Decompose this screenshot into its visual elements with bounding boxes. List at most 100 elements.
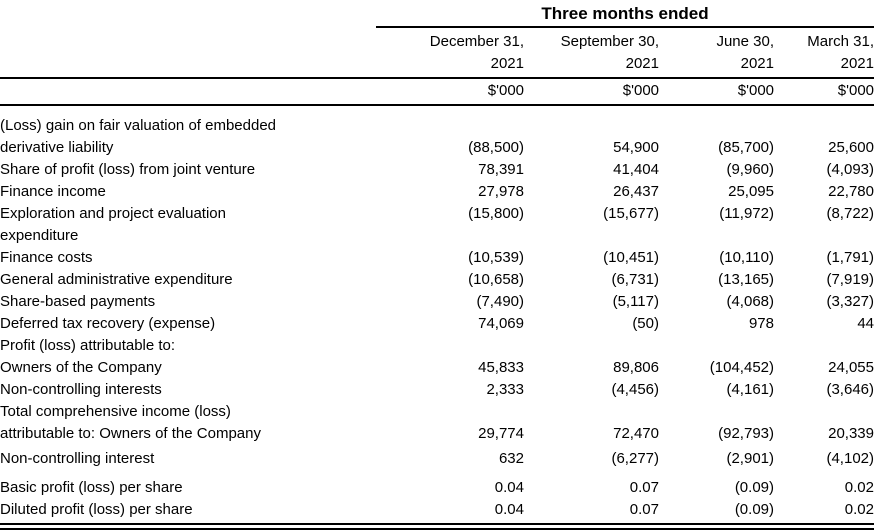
row-value: 2,333 xyxy=(486,381,524,398)
column-header-period: June 30, xyxy=(716,33,774,50)
title-spacer-cell xyxy=(0,0,376,27)
column-header-period: December 31, xyxy=(429,33,524,50)
column-header-period: March 31, xyxy=(807,33,874,50)
column-header-year: 2021 xyxy=(376,52,524,79)
row-value: 0.07 xyxy=(524,499,659,525)
row-value: 74,069 xyxy=(478,315,524,332)
row-value: (4,093) xyxy=(826,161,874,178)
table-row: (Loss) gain on fair valuation of embedde… xyxy=(0,105,874,159)
column-header-year: 2021 xyxy=(774,52,874,79)
row-value: (3,646) xyxy=(826,381,874,398)
column-period-row: December 31, September 30, June 30, Marc… xyxy=(0,27,874,52)
table-row: Basic profit (loss) per share 0.04 0.07 … xyxy=(0,470,874,499)
row-label: Exploration and project evaluation expen… xyxy=(0,205,226,244)
column-year-row: 2021 2021 2021 2021 xyxy=(0,52,874,79)
row-value: (4,068) xyxy=(726,293,774,310)
row-value: (2,901) xyxy=(726,450,774,467)
table-row: Exploration and project evaluation expen… xyxy=(0,203,874,247)
column-header-unit: $'000 xyxy=(524,78,659,106)
row-value: 26,437 xyxy=(613,183,659,200)
row-value: (7,919) xyxy=(826,271,874,288)
table-row: Deferred tax recovery (expense) 74,069 (… xyxy=(0,313,874,335)
table-section-row: Profit (loss) attributable to: xyxy=(0,335,874,357)
table-row: Share of profit (loss) from joint ventur… xyxy=(0,159,874,181)
row-value: (10,451) xyxy=(603,249,659,266)
row-label: Non-controlling interests xyxy=(0,381,162,398)
row-value: (85,700) xyxy=(718,139,774,156)
row-value: (50) xyxy=(632,315,659,332)
row-value: 45,833 xyxy=(478,359,524,376)
row-value: (6,731) xyxy=(611,271,659,288)
row-value: 0.02 xyxy=(774,499,874,525)
row-value: (104,452) xyxy=(709,359,774,376)
row-label: Share of profit (loss) from joint ventur… xyxy=(0,161,256,178)
row-value xyxy=(774,335,874,357)
row-value: (88,500) xyxy=(468,139,524,156)
row-label: Profit (loss) attributable to: xyxy=(0,337,176,354)
row-value: 0.04 xyxy=(376,499,524,525)
column-header-year: 2021 xyxy=(659,52,774,79)
row-value: 41,404 xyxy=(613,161,659,178)
row-value xyxy=(659,335,774,357)
row-value: 978 xyxy=(748,315,774,332)
column-unit-row: $'000 $'000 $'000 $'000 xyxy=(0,78,874,106)
row-value: 89,806 xyxy=(613,359,659,376)
row-value: (1,791) xyxy=(826,249,874,266)
row-value: 54,900 xyxy=(613,139,659,156)
row-value: (3,327) xyxy=(826,293,874,310)
double-rule-bottom-line xyxy=(0,528,874,530)
row-value: 0.07 xyxy=(629,479,659,496)
row-value: 632 xyxy=(498,450,524,467)
row-label: Share-based payments xyxy=(0,293,156,310)
row-value: 27,978 xyxy=(478,183,524,200)
year-spacer-cell xyxy=(0,52,376,79)
row-label: Basic profit (loss) per share xyxy=(0,479,183,496)
row-value: 0.02 xyxy=(844,479,874,496)
row-value: 25,095 xyxy=(728,183,774,200)
table-row: Non-controlling interest 632 (6,277) (2,… xyxy=(0,445,874,470)
table-row: Share-based payments (7,490) (5,117) (4,… xyxy=(0,291,874,313)
row-value: 29,774 xyxy=(478,425,524,442)
row-value: (15,800) xyxy=(468,205,524,222)
row-value xyxy=(376,335,524,357)
row-value: (8,722) xyxy=(826,205,874,222)
row-value: 78,391 xyxy=(478,161,524,178)
table-row: Finance income 27,978 26,437 25,095 22,7… xyxy=(0,181,874,203)
row-value: (13,165) xyxy=(718,271,774,288)
column-header-unit: $'000 xyxy=(659,78,774,106)
row-label: Diluted profit (loss) per share xyxy=(0,499,376,525)
row-value: (4,161) xyxy=(726,381,774,398)
column-header-unit: $'000 xyxy=(774,78,874,106)
row-label: Deferred tax recovery (expense) xyxy=(0,315,216,332)
unit-spacer-cell xyxy=(0,78,376,106)
table-row: Total comprehensive income (loss) attrib… xyxy=(0,401,874,445)
row-label: Owners of the Company xyxy=(0,359,162,376)
row-value: (10,539) xyxy=(468,249,524,266)
row-label: Total comprehensive income (loss) attrib… xyxy=(0,403,261,442)
table-title: Three months ended xyxy=(376,0,874,28)
row-label: Finance costs xyxy=(0,249,93,266)
row-value: (7,490) xyxy=(476,293,524,310)
row-value: (5,117) xyxy=(612,293,659,310)
row-label: (Loss) gain on fair valuation of embedde… xyxy=(0,117,277,156)
period-spacer-cell xyxy=(0,27,376,52)
column-header-year: 2021 xyxy=(524,52,659,79)
row-label: Finance income xyxy=(0,183,106,200)
row-value: (4,102) xyxy=(826,450,874,467)
row-value: 25,600 xyxy=(828,139,874,156)
row-value xyxy=(524,335,659,357)
row-value: 44 xyxy=(857,315,874,332)
row-value: (10,110) xyxy=(719,249,774,266)
table-row: Finance costs (10,539) (10,451) (10,110)… xyxy=(0,247,874,269)
row-value: (10,658) xyxy=(468,271,524,288)
table-row: General administrative expenditure (10,6… xyxy=(0,269,874,291)
column-header-period: September 30, xyxy=(560,33,659,50)
row-value: 0.04 xyxy=(494,479,524,496)
row-value: 24,055 xyxy=(828,359,874,376)
row-value: (11,972) xyxy=(719,205,774,222)
row-label: General administrative expenditure xyxy=(0,271,233,288)
row-value: (15,677) xyxy=(603,205,659,222)
row-value: 20,339 xyxy=(828,425,874,442)
